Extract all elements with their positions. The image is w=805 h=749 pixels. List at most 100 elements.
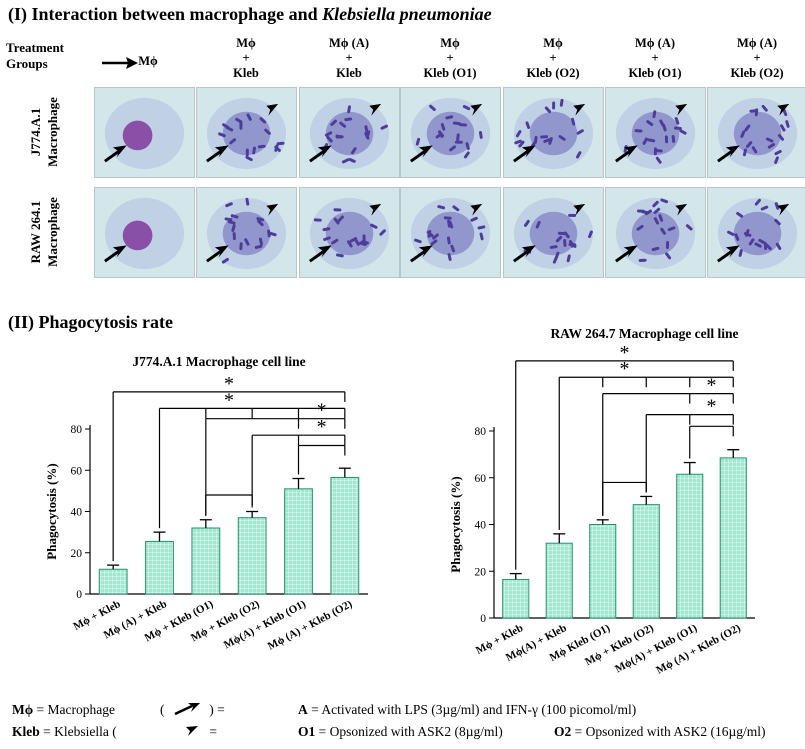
bar-5 [284,488,313,595]
arrow-head [418,245,433,258]
bacterium [780,124,786,132]
legend-o1-symbol: O1 [298,724,316,739]
stained-cytoplasm [325,111,374,156]
bacterium [324,131,333,137]
bacterium [535,220,541,229]
bacterium [557,231,566,236]
bacterium [450,244,456,253]
legend-k-text: = Klebsiella ( [43,724,117,739]
bacterium [576,151,582,159]
raw264-phagocytosis-chart: RAW 264.7 Macrophage cell line 0 20 40 60 80 P… [448,326,755,677]
error-bar-4 [246,510,259,518]
group-header-line: Mϕ [440,36,460,50]
bacterium [652,110,657,119]
bacterium-arrowhead-icon [369,203,382,216]
micrograph-r2-c7 [707,187,805,278]
micrograph-image [300,188,399,277]
bacterium [674,116,680,125]
macrophage-arrow-icon [309,145,332,163]
group-header-line: Mϕ [543,36,563,50]
group-header-line: Mϕ (A) [328,36,370,50]
bar-5 [676,473,704,619]
micrograph-r1-c4 [400,87,501,178]
macrophage-arrow-icon [104,145,127,163]
legend-arrowhead-icon [186,726,198,736]
bacterium [653,217,660,225]
micrograph-r2-c5 [503,187,604,278]
bacterium [653,207,661,214]
bacterium [245,155,253,162]
bar-1 [98,568,128,595]
stained-cytoplasm [529,211,578,256]
legend-a-item: A = Activated with LPS (3µg/ml) and IFN-… [298,702,636,718]
error-bar-2 [153,531,166,542]
micrograph-r2-c2 [196,187,297,278]
bacterium [440,123,446,131]
bacterium [359,241,367,247]
arrow-shaft [615,150,631,163]
macrophage-arrow-icon [309,245,332,263]
micrograph-r1-c6 [605,87,706,178]
significance-star: * [224,389,234,411]
micrograph-r1-c7 [707,87,805,178]
arrow-shaft [104,250,120,263]
macrophage-arrow-icon [206,145,229,163]
bacterium [555,235,563,243]
bacterium [760,205,769,211]
bacterium [452,205,460,212]
bacterium [515,130,522,138]
macrophage-arrow-icon [717,245,740,263]
group-header-line: Mϕ (A) [634,36,676,50]
treatment-label-line1: Treatment [6,40,64,55]
error-bar-5 [292,477,305,489]
group-header-line: Mϕ [236,36,256,50]
bacterium [252,146,256,155]
arrow-shaft [206,250,222,263]
stained-cytoplasm [325,211,374,256]
legend-row-2: Kleb = Klebsiella ( [12,724,117,740]
bacterium [456,133,460,142]
bar-4 [237,517,267,595]
bacterium [447,253,452,261]
group-header-line: Kleb (O2) [526,66,580,80]
y-tick-label: 0 [76,589,82,601]
treatment-arrow-icon [102,57,138,69]
bacterium [268,231,277,237]
significance-bracket-2: * [558,358,734,530]
bacterium-arrowhead-icon [777,203,790,216]
macrophage-arrow-icon [513,145,536,163]
group-header-line: + [242,51,250,65]
bacterium [740,130,746,138]
bacterium [571,117,576,126]
group-header-1: Mϕ [128,54,168,69]
macrophage-nucleus [122,120,153,151]
bacterium [414,238,422,244]
arrow-head [214,145,229,158]
bacterium [354,238,360,246]
bacterium [685,224,693,231]
bacterium [777,133,785,141]
bacterium [438,130,444,138]
treatment-groups-label: Treatment Groups [6,40,64,72]
group-header-line: Mϕ [138,54,158,68]
arrow-head [521,145,536,158]
micrograph-image [708,188,805,277]
bacterium [530,140,537,148]
arrow-head [112,145,127,158]
error-bar-1 [107,564,120,570]
error-bar-4 [640,495,653,505]
micrograph-r2-c1 [94,187,195,278]
bacterium [344,117,353,122]
bacterium [415,137,421,146]
y-tick-label: 40 [71,507,83,519]
bacterium [432,233,439,240]
macrophage-arrow-icon [206,245,229,263]
arrow-shaft [104,150,120,163]
bacterium [736,211,744,218]
bacterium [641,210,650,215]
bacterium [588,230,593,239]
bacterium-arrowhead-icon [470,203,483,216]
bacterium [232,232,236,241]
bacterium [477,225,486,230]
arrow-head [418,145,433,158]
